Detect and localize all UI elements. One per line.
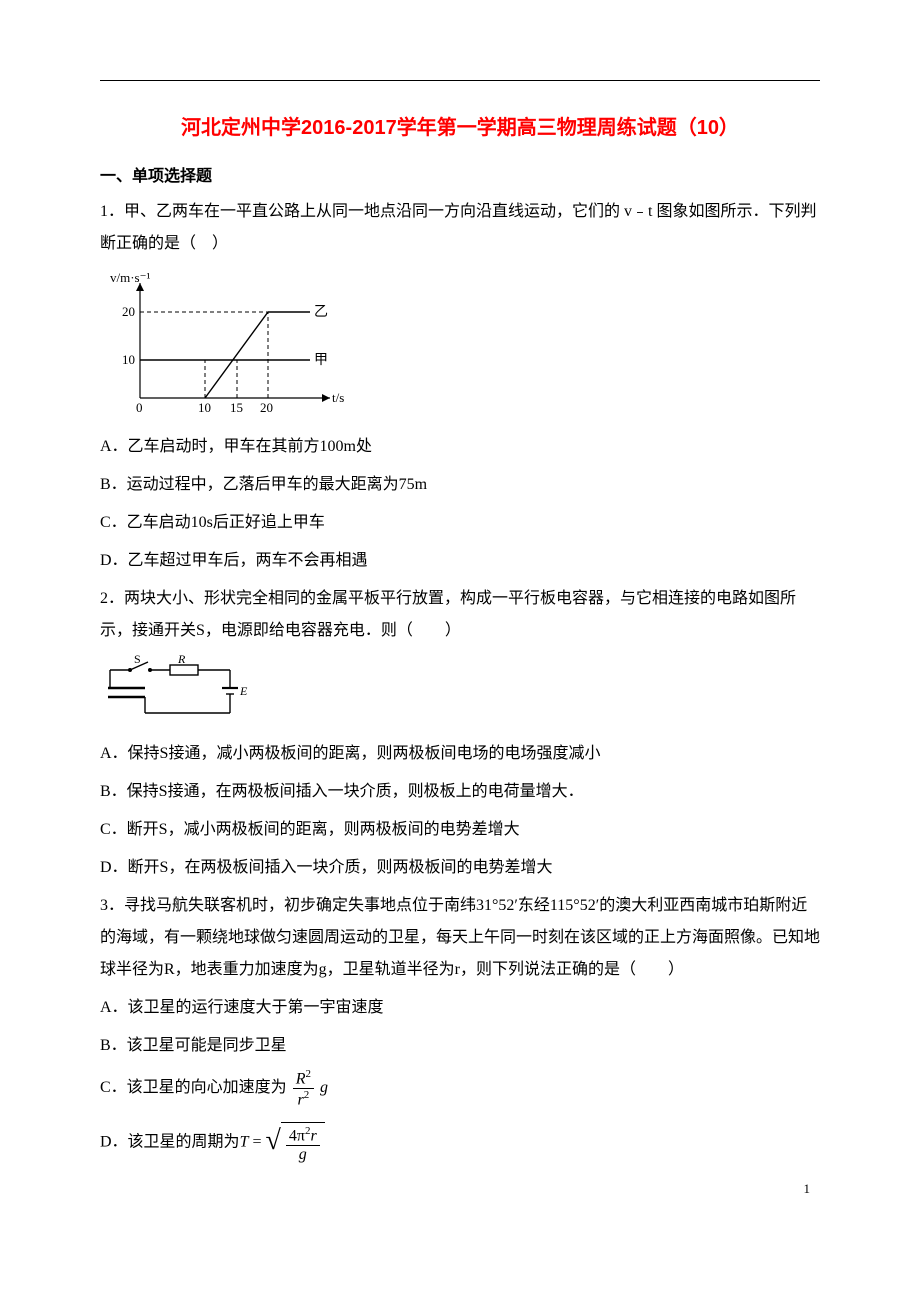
q1-optC: C．乙车启动10s后正好追上甲车 <box>100 507 820 539</box>
q3-stem: 3．寻找马航失联客机时，初步确定失事地点位于南纬31°52′东经115°52′的… <box>100 890 820 986</box>
section-heading-1: 一、单项选择题 <box>100 162 820 186</box>
emf-label: E <box>239 684 248 698</box>
q1-optD: D．乙车超过甲车后，两车不会再相遇 <box>100 545 820 577</box>
x-tick-20: 20 <box>260 400 273 415</box>
q3-optD-num: 4π2r <box>286 1125 320 1146</box>
sqrt-icon: √ <box>266 1113 281 1169</box>
x-tick-0: 0 <box>136 400 143 415</box>
q3-optD-prefix: D．该卫星的周期为T = <box>100 1134 266 1151</box>
q2-optA: A．保持S接通，减小两极板间的距离，则两极板间电场的电场强度减小 <box>100 738 820 770</box>
series-label-jia: 甲 <box>314 353 328 368</box>
resistor-label: R <box>177 655 186 666</box>
y-axis-label: v/m·s⁻¹ <box>110 270 150 285</box>
q3-optD-fraction: 4π2r g <box>286 1125 320 1164</box>
q3-optC-prefix: C．该卫星的向心加速度为 <box>100 1079 287 1096</box>
q3-optA: A．该卫星的运行速度大于第一宇宙速度 <box>100 992 820 1024</box>
q3-optD-sqrt: √ 4π2r g <box>266 1115 325 1171</box>
q3-optD-den: g <box>286 1146 320 1164</box>
q2-stem: 2．两块大小、形状完全相同的金属平板平行放置，构成一平行板电容器，与它相连接的电… <box>100 583 820 647</box>
exam-title: 河北定州中学2016-2017学年第一学期高三物理周练试题（10） <box>100 111 820 140</box>
page-container: 河北定州中学2016-2017学年第一学期高三物理周练试题（10） 一、单项选择… <box>0 0 920 1217</box>
q3-optC: C．该卫星的向心加速度为 R2 r2 g <box>100 1068 820 1109</box>
q3-optC-num: R2 <box>293 1068 314 1089</box>
q1-optB: B．运动过程中，乙落后甲车的最大距离为75m <box>100 469 820 501</box>
y-tick-10: 10 <box>122 352 135 367</box>
q2-optC: C．断开S，减小两极板间的距离，则两极板间的电势差增大 <box>100 814 820 846</box>
q1-vt-chart: v/m·s⁻¹ t/s 10 20 0 10 15 20 甲 乙 <box>100 268 820 423</box>
page-number: 1 <box>804 1181 811 1197</box>
top-rule <box>100 80 820 81</box>
q3-optB: B．该卫星可能是同步卫星 <box>100 1030 820 1062</box>
x-axis-label: t/s <box>332 390 344 405</box>
q3-optC-den: r2 <box>293 1089 314 1109</box>
y-tick-20: 20 <box>122 304 135 319</box>
q2-circuit: S R E <box>100 655 820 730</box>
switch-label: S <box>134 655 141 666</box>
q3-optC-fraction: R2 r2 <box>293 1068 314 1109</box>
q3-optC-suffix: g <box>320 1079 328 1096</box>
q1-stem: 1．甲、乙两车在一平直公路上从同一地点沿同一方向沿直线运动，它们的 v﹣t 图象… <box>100 196 820 260</box>
q2-optB: B．保持S接通，在两极板间插入一块介质，则极板上的电荷量增大． <box>100 776 820 808</box>
q2-optD: D．断开S，在两极板间插入一块介质，则两极板间的电势差增大 <box>100 852 820 884</box>
x-tick-10: 10 <box>198 400 211 415</box>
q3-optD: D．该卫星的周期为T = √ 4π2r g <box>100 1115 820 1171</box>
q1-optA: A．乙车启动时，甲车在其前方100m处 <box>100 431 820 463</box>
series-label-yi: 乙 <box>314 304 328 320</box>
x-tick-15: 15 <box>230 400 243 415</box>
